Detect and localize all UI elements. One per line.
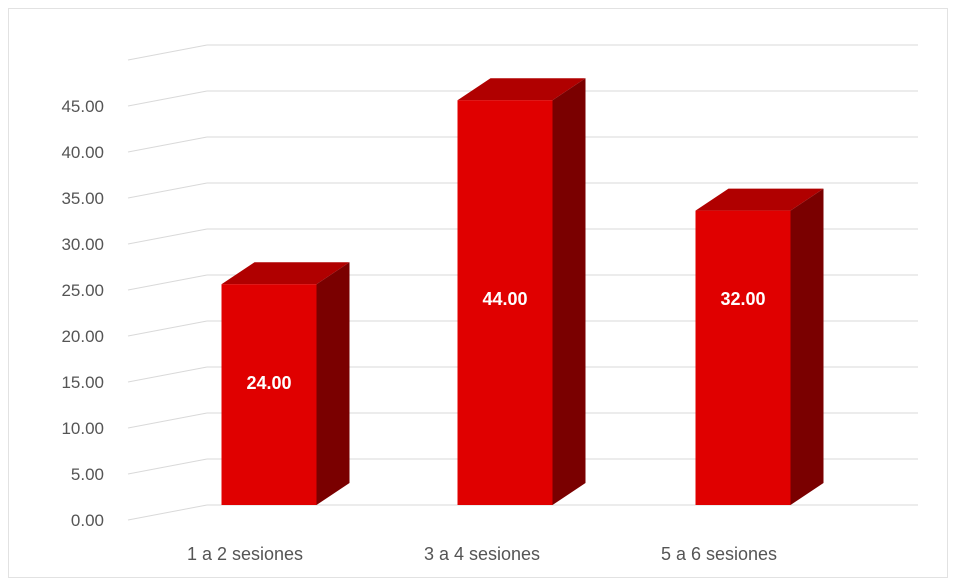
bar-top-face bbox=[457, 78, 586, 101]
bars: 24.00 44.00 32.00 bbox=[221, 78, 824, 505]
x-axis-categories: 1 a 2 sesiones 3 a 4 sesiones 5 a 6 sesion… bbox=[187, 544, 777, 564]
y-tick-label: 25.00 bbox=[61, 281, 104, 300]
x-category-label: 3 a 4 sesiones bbox=[424, 544, 540, 564]
bar-side-face bbox=[790, 188, 824, 505]
bar: 32.00 bbox=[695, 188, 824, 505]
bar-front-face bbox=[695, 210, 791, 505]
bar-front-face bbox=[457, 100, 553, 505]
bar-data-label: 32.00 bbox=[720, 289, 765, 309]
bar: 44.00 bbox=[457, 78, 586, 505]
y-axis-ticks: 0.00 5.00 10.00 15.00 20.00 25.00 30.00 35.00 40… bbox=[61, 97, 104, 530]
x-category-label: 5 a 6 sesiones bbox=[661, 544, 777, 564]
bar: 24.00 bbox=[221, 262, 350, 505]
y-tick-label: 30.00 bbox=[61, 235, 104, 254]
chart-frame: 0.00 5.00 10.00 15.00 20.00 25.00 30.00 35.00 40… bbox=[8, 8, 948, 578]
y-tick-label: 0.00 bbox=[71, 511, 104, 530]
y-tick-label: 45.00 bbox=[61, 97, 104, 116]
bar-front-face bbox=[221, 284, 317, 505]
bar-side-face bbox=[552, 78, 586, 505]
y-tick-label: 10.00 bbox=[61, 419, 104, 438]
bar-top-face bbox=[695, 188, 824, 211]
bar-top-face bbox=[221, 262, 350, 285]
y-tick-label: 35.00 bbox=[61, 189, 104, 208]
y-tick-label: 5.00 bbox=[71, 465, 104, 484]
y-tick-label: 15.00 bbox=[61, 373, 104, 392]
y-tick-label: 20.00 bbox=[61, 327, 104, 346]
bar-side-face bbox=[316, 262, 350, 505]
y-tick-label: 40.00 bbox=[61, 143, 104, 162]
gridline bbox=[127, 44, 918, 61]
bar-data-label: 24.00 bbox=[246, 373, 291, 393]
bar-data-label: 44.00 bbox=[482, 289, 527, 309]
x-category-label: 1 a 2 sesiones bbox=[187, 544, 303, 564]
gridline bbox=[127, 504, 918, 521]
